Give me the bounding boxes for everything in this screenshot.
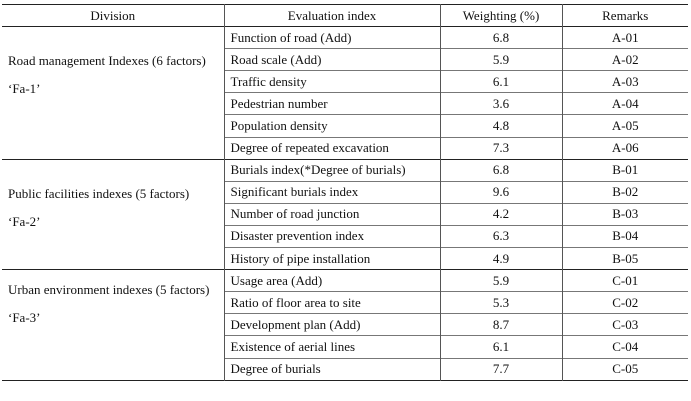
remark-cell: A-02 [561, 48, 688, 71]
division-name: Public facilities indexes (5 factors) [8, 185, 190, 201]
remark-cell: B-01 [561, 159, 688, 182]
division-code: ‘Fa-1’ [8, 81, 41, 97]
table-row: Development plan (Add) 8.7 C-03 [2, 313, 688, 336]
table-row: Road scale (Add) 5.9 A-02 [2, 48, 688, 71]
evaluation-index-cell: Development plan (Add) [223, 313, 440, 336]
remark-cell: B-03 [561, 203, 688, 226]
remark-cell: C-04 [561, 335, 688, 358]
division-cell: Public facilities indexes (5 factors) ‘Fa… [2, 159, 224, 269]
weighting-cell: 6.3 [439, 225, 562, 248]
evaluation-index-cell: Population density [223, 114, 440, 138]
table-body: Road management Indexes (6 factors) ‘Fa-1… [2, 26, 688, 381]
evaluation-index-cell: Road scale (Add) [223, 48, 440, 71]
header-row: Division Evaluation index Weighting (%) … [2, 4, 688, 27]
table-row: Significant burials index 9.6 B-02 [2, 181, 688, 204]
division-name: Road management Indexes (6 factors) [8, 53, 206, 69]
evaluation-index-cell: Number of road junction [223, 203, 440, 226]
header-evaluation-index: Evaluation index [223, 4, 440, 27]
weighting-cell: 9.6 [439, 181, 562, 204]
weighting-cell: 8.7 [439, 313, 562, 336]
evaluation-index-cell: Pedestrian number [223, 92, 440, 115]
weighting-cell: 6.1 [439, 335, 562, 358]
table-row: Road management Indexes (6 factors) ‘Fa-1… [2, 26, 688, 96]
header-division: Division [90, 7, 136, 23]
remark-cell: B-04 [561, 225, 688, 248]
remark-cell: A-01 [561, 26, 688, 49]
table-row: Disaster prevention index 6.3 B-04 [2, 225, 688, 248]
weighting-cell: 7.3 [439, 137, 562, 160]
remark-cell: C-02 [561, 291, 688, 314]
weighting-cell: 4.2 [439, 203, 562, 226]
header-remarks: Remarks [561, 4, 688, 27]
evaluation-index-cell: Traffic density [223, 70, 440, 93]
remark-cell: A-05 [561, 114, 688, 138]
remark-cell: C-01 [561, 269, 688, 292]
table-row: Number of road junction 4.2 B-03 [2, 203, 688, 226]
weighting-cell: 5.9 [439, 269, 562, 292]
evaluation-index-cell: History of pipe installation [223, 247, 440, 270]
evaluation-index-cell: Significant burials index [223, 181, 440, 204]
table-row: Urban environment indexes (5 factors) ‘Fa… [2, 269, 688, 325]
table-row: Public facilities indexes (5 factors) ‘Fa… [2, 159, 688, 229]
weighting-cell: 6.8 [439, 26, 562, 49]
table-row: Traffic density 6.1 A-03 [2, 70, 688, 93]
weighting-cell: 7.7 [439, 358, 562, 381]
evaluation-index-cell: Usage area (Add) [223, 269, 440, 292]
evaluation-index-cell: Burials index(*Degree of burials) [223, 159, 440, 182]
weighting-cell: 6.8 [439, 159, 562, 182]
weighting-cell: 5.9 [439, 48, 562, 71]
table-row: Existence of aerial lines 6.1 C-04 [2, 335, 688, 358]
table-row: History of pipe installation 4.9 B-05 [2, 247, 688, 270]
division-name: Urban environment indexes (5 factors) [8, 282, 210, 298]
table-row: Degree of burials 7.7 C-05 [2, 358, 688, 381]
remark-cell: A-03 [561, 70, 688, 93]
table-row: Ratio of floor area to site 5.3 C-02 [2, 291, 688, 314]
evaluation-index-cell: Disaster prevention index [223, 225, 440, 248]
table-row: Pedestrian number 3.6 A-04 [2, 92, 688, 115]
remark-cell: C-05 [561, 358, 688, 381]
remark-cell: A-04 [561, 92, 688, 115]
remark-cell: B-02 [561, 181, 688, 204]
evaluation-index-cell: Function of road (Add) [223, 26, 440, 49]
division-code: ‘Fa-3’ [8, 310, 41, 326]
division-cell: Urban environment indexes (5 factors) ‘Fa… [2, 270, 224, 380]
header-weighting: Weighting (%) [439, 4, 562, 27]
division-cell: Road management Indexes (6 factors) ‘Fa-1… [2, 27, 224, 160]
evaluation-index-cell: Degree of burials [223, 358, 440, 381]
remark-cell: A-06 [561, 137, 688, 160]
remark-cell: B-05 [561, 247, 688, 270]
evaluation-index-table: Division Evaluation index Weighting (%) … [2, 4, 688, 381]
weighting-cell: 5.3 [439, 291, 562, 314]
evaluation-index-cell: Ratio of floor area to site [223, 291, 440, 314]
evaluation-index-cell: Existence of aerial lines [223, 335, 440, 358]
evaluation-index-cell: Degree of repeated excavation [223, 137, 440, 160]
table-row: Degree of repeated excavation 7.3 A-06 [2, 137, 688, 160]
weighting-cell: 4.9 [439, 247, 562, 270]
table-row: Population density 4.8 A-05 [2, 114, 688, 138]
weighting-cell: 6.1 [439, 70, 562, 93]
division-code: ‘Fa-2’ [8, 213, 41, 229]
remark-cell: C-03 [561, 313, 688, 336]
weighting-cell: 3.6 [439, 92, 562, 115]
weighting-cell: 4.8 [439, 114, 562, 138]
